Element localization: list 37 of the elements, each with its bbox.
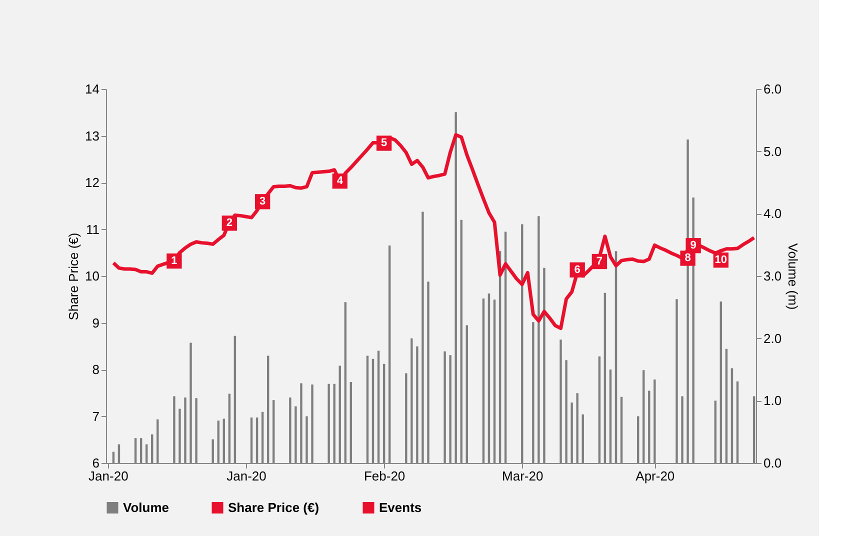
annotation: 1 [171, 255, 178, 268]
annotation: 3 [260, 196, 266, 208]
y-tick-label: 7 [92, 408, 100, 424]
y2-axis-title: Volume (m) [786, 243, 801, 310]
x-tick-label: Feb-20 [364, 468, 406, 484]
y-tick-label: 14 [85, 82, 100, 96]
y2-tick-label: 1.0 [764, 393, 782, 408]
annotation: 6 [574, 264, 580, 276]
y-tick-label: 6 [92, 456, 100, 470]
x-tick-label: Jan-20 [88, 468, 128, 484]
y2-tick-label: 5.0 [764, 144, 782, 159]
y2-tick-label: 4.0 [764, 206, 782, 222]
annotation: 9 [690, 240, 696, 252]
legend-label: Events [379, 500, 422, 515]
y2-tick-label: 6.0 [764, 82, 782, 96]
annotation: 8 [684, 252, 691, 264]
y2-tick-label: 3.0 [764, 268, 782, 284]
annotation: 10 [714, 254, 728, 266]
annotation: 7 [596, 256, 602, 268]
annotation: 4 [336, 175, 344, 188]
x-tick-label: Mar-20 [502, 468, 544, 484]
annotation: 2 [226, 217, 232, 230]
y-tick-label: 11 [86, 222, 100, 237]
y-tick-label: 9 [92, 315, 100, 330]
y-tick-label: 8 [92, 362, 100, 377]
y-tick-label: 12 [85, 175, 100, 190]
x-tick-label: Jan-20 [226, 468, 266, 484]
y-tick-label: 10 [85, 268, 100, 284]
legend-label: Share Price (€) [228, 500, 320, 515]
y2-tick-label: 0.0 [764, 456, 782, 470]
y-tick-label: 13 [85, 128, 100, 144]
x-tick-label: Apr-20 [636, 468, 675, 484]
line-series [112, 133, 756, 330]
y2-tick-label: 2.0 [764, 330, 782, 346]
y-axis-title: Share Price (€) [66, 232, 82, 320]
annotation: 5 [380, 137, 388, 150]
legend-label: Volume [123, 500, 169, 515]
